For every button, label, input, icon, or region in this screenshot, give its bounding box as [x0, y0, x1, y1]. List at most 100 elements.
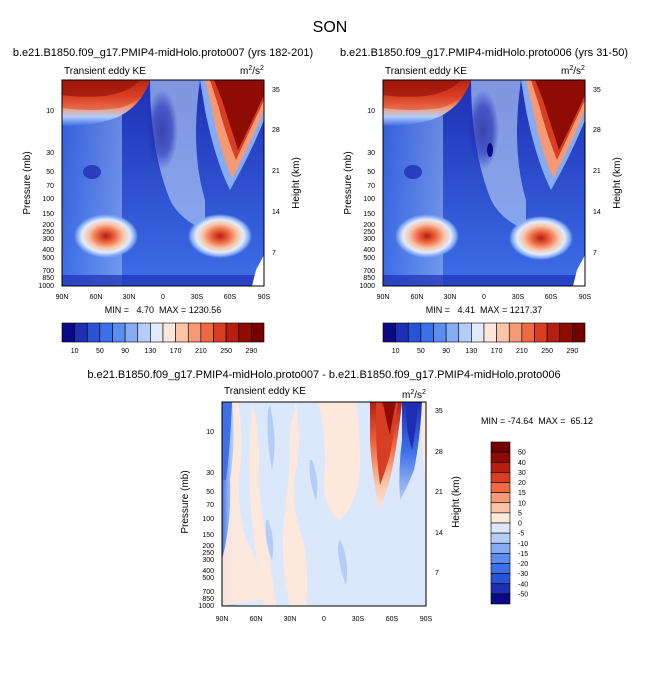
- x-tick-label: 0: [482, 294, 486, 301]
- x-tick-label: 30N: [123, 294, 136, 301]
- colorbar-tick-label: 170: [170, 348, 182, 355]
- colorbar-swatch: [559, 322, 573, 343]
- panel-3-y-ticks: 10 30 50 70 100 150 200 250 300 400 500 …: [198, 429, 214, 610]
- panel-1-min-max: MIN = 4.70 MAX = 1230.56: [105, 305, 222, 315]
- y-tick-label: 30: [367, 150, 375, 157]
- colorbar-tick-label: 30: [518, 470, 526, 477]
- panel-2-colorbar: 10 50 90 130 170 210 250 290: [382, 322, 586, 355]
- colorbar-tick-label: 210: [195, 348, 207, 355]
- colorbar-tick-label: 50: [518, 450, 526, 457]
- colorbar-tick-label: 130: [145, 348, 157, 355]
- colorbar-tick-label: 290: [246, 348, 258, 355]
- y-tick-label: 700: [202, 589, 214, 596]
- y-tick-label: 100: [42, 196, 54, 203]
- y-tick-label: 10: [46, 108, 54, 115]
- panel-2-height-axis-label: Height (km): [612, 157, 623, 209]
- height-tick-label: 7: [435, 570, 439, 577]
- colorbar-swatch: [458, 322, 472, 343]
- colorbar-swatch: [112, 322, 126, 343]
- colorbar-tick-label: 50: [96, 348, 104, 355]
- colorbar-swatch: [490, 553, 511, 564]
- x-tick-label: 0: [322, 616, 326, 623]
- colorbar-tick-label: 15: [518, 490, 526, 497]
- x-tick-label: 30S: [512, 294, 525, 301]
- y-tick-label: 300: [363, 236, 375, 243]
- x-tick-label: 30S: [191, 294, 204, 301]
- y-tick-label: 850: [42, 275, 54, 282]
- y-tick-label: 1000: [38, 283, 54, 290]
- colorbar-swatch: [407, 322, 422, 343]
- colorbar-tick-label: -15: [518, 551, 528, 558]
- y-tick-label: 500: [363, 255, 375, 262]
- panel-3-units: m2/s2: [402, 389, 426, 401]
- colorbar-tick-label: 10: [71, 348, 79, 355]
- y-tick-label: 300: [42, 236, 54, 243]
- panel-1-height-axis-label: Height (km): [291, 157, 302, 209]
- panel-2-y-ticks: 10 30 50 70 100 150 200 250 300 400 500 …: [359, 108, 375, 290]
- x-tick-label: 60N: [411, 294, 424, 301]
- colorbar-swatch: [490, 542, 511, 554]
- colorbar-swatch: [445, 322, 460, 343]
- colorbar-swatch: [124, 322, 139, 343]
- colorbar-swatch: [490, 492, 511, 504]
- x-tick-label: 30N: [284, 616, 297, 623]
- panel-3: b.e21.B1850.f09_g17.PMIP4-midHolo.proto0…: [87, 369, 593, 623]
- colorbar-swatch: [150, 322, 164, 343]
- panel-2: b.e21.B1850.f09_g17.PMIP4-midHolo.proto0…: [340, 47, 628, 355]
- y-tick-label: 400: [202, 568, 214, 575]
- colorbar-swatch: [490, 451, 511, 463]
- colorbar-swatch: [490, 502, 511, 514]
- panel-3-min-max: MIN = -74.64 MAX = 65.12: [481, 416, 593, 426]
- y-tick-label: 250: [42, 229, 54, 236]
- height-tick-label: 28: [593, 127, 601, 134]
- panel-2-x-ticks: 90N 60N 30N 0 30S 60S 90S: [377, 294, 592, 301]
- panel-1-height-ticks: 35 28 21 14 7: [272, 87, 280, 257]
- height-tick-label: 28: [435, 449, 443, 456]
- panel-1-y-ticks: 10 30 50 70 100 150 200 250 300 400 500 …: [38, 108, 54, 290]
- y-tick-label: 150: [202, 532, 214, 539]
- y-tick-label: 700: [42, 268, 54, 275]
- height-tick-label: 21: [435, 489, 443, 496]
- y-tick-label: 850: [202, 596, 214, 603]
- panel-1-units: m2/s2: [240, 65, 264, 77]
- colorbar-swatch: [74, 322, 88, 343]
- y-tick-label: 200: [202, 543, 214, 550]
- colorbar-tick-label: 170: [491, 348, 503, 355]
- height-tick-label: 21: [272, 168, 280, 175]
- colorbar-swatch: [490, 593, 511, 605]
- x-tick-label: 30N: [444, 294, 457, 301]
- x-tick-label: 90S: [258, 294, 271, 301]
- x-tick-label: 90N: [216, 616, 229, 623]
- panel-1-x-ticks: 90N 60N 30N 0 30S 60S 90S: [56, 294, 271, 301]
- y-tick-label: 50: [46, 169, 54, 176]
- colorbar-tick-label: 0: [518, 521, 522, 528]
- colorbar-swatch: [546, 322, 561, 343]
- panel-2-y-axis-label: Pressure (mb): [343, 151, 354, 214]
- y-tick-label: 500: [42, 255, 54, 262]
- y-tick-label: 70: [46, 183, 54, 190]
- colorbar-swatch: [572, 322, 586, 343]
- colorbar-swatch: [225, 322, 240, 343]
- x-tick-label: 90N: [377, 294, 390, 301]
- x-tick-label: 60S: [386, 616, 399, 623]
- x-tick-label: 60S: [545, 294, 558, 301]
- y-tick-label: 150: [42, 211, 54, 218]
- y-tick-label: 400: [363, 247, 375, 254]
- y-tick-label: 500: [202, 575, 214, 582]
- colorbar-swatch: [508, 322, 523, 343]
- panel-3-height-axis-label: Height (km): [451, 476, 462, 528]
- y-tick-label: 70: [206, 502, 214, 509]
- height-tick-label: 35: [272, 87, 280, 94]
- colorbar-swatch: [490, 482, 511, 493]
- colorbar-swatch: [471, 322, 485, 343]
- y-tick-label: 700: [363, 268, 375, 275]
- y-tick-label: 250: [202, 550, 214, 557]
- colorbar-swatch: [490, 522, 511, 534]
- colorbar-swatch: [490, 512, 511, 524]
- height-tick-label: 21: [593, 168, 601, 175]
- panel-2-subtitle: Transient eddy KE: [385, 66, 467, 77]
- colorbar-tick-label: 90: [121, 348, 129, 355]
- colorbar-tick-label: 10: [518, 500, 526, 507]
- colorbar-swatch: [251, 322, 265, 343]
